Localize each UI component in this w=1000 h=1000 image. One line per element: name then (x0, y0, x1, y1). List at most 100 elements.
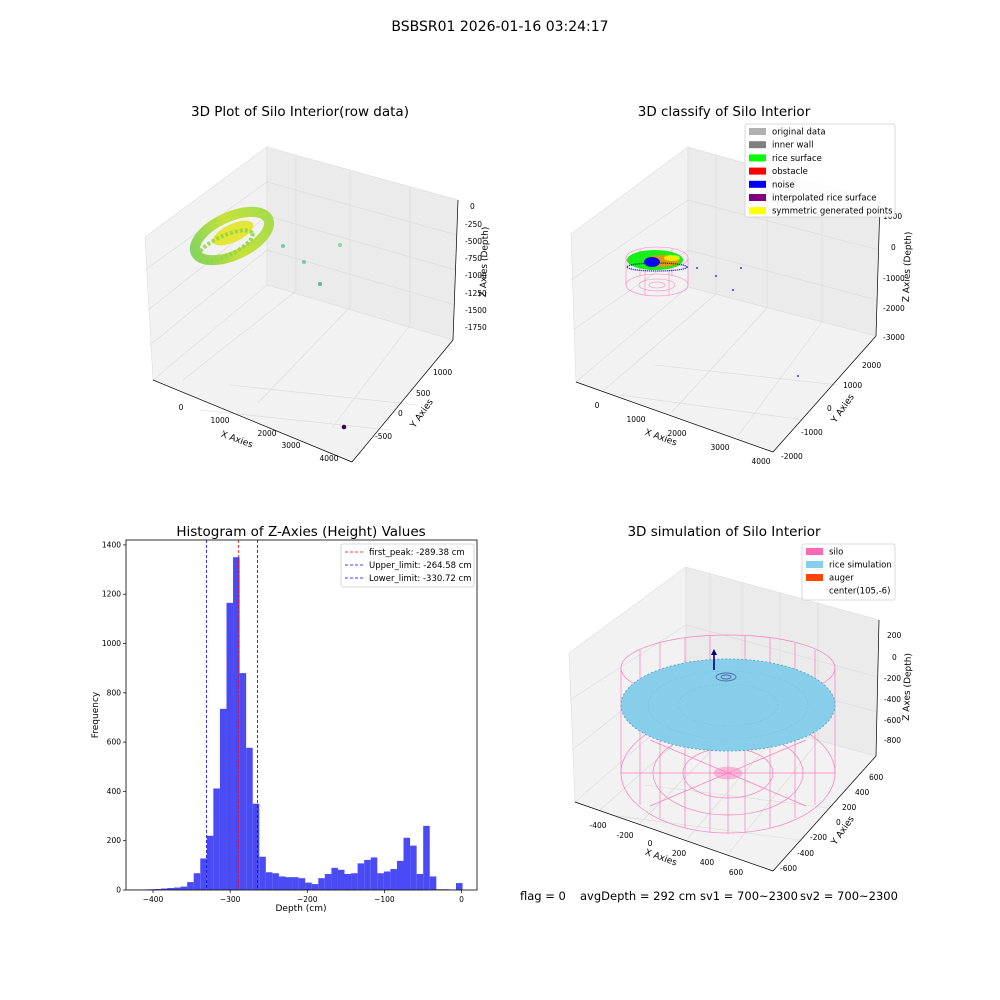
histogram-y-tick-label: 1400 (102, 540, 121, 549)
classify-legend-swatch (749, 154, 766, 162)
histogram-bar (311, 884, 319, 890)
histogram-bar (331, 867, 338, 890)
histogram-y-tick-label: 0 (116, 886, 121, 895)
sim-z-ticks: 200 0 -200 -400 -600 -800 (884, 631, 902, 745)
raw-y-tick: 500 (416, 389, 431, 398)
classify-x-tick: 0 (595, 401, 600, 410)
histogram-y-ticks: 0 200 400 600 800 1000 1200 1400 (102, 540, 126, 895)
classify-legend-swatch (749, 180, 766, 188)
histogram-bar (305, 882, 312, 890)
histogram-bar (351, 873, 358, 890)
classify-y-tick: 1000 (843, 381, 862, 390)
histogram-bar (390, 869, 397, 890)
histogram-bar (187, 882, 194, 890)
raw-z-tick: -1750 (465, 323, 487, 332)
classify-legend-swatch (749, 128, 766, 135)
classify-x-tick: 4000 (751, 457, 770, 466)
raw-x-tick: 2000 (257, 429, 276, 438)
raw-z-tick: -750 (465, 254, 482, 263)
sim-y-tick: 200 (842, 803, 857, 812)
footer-flag: flag = 0 (520, 889, 566, 903)
histogram-y-label: Frequency (91, 691, 101, 738)
classify-legend-swatch (749, 207, 766, 215)
histogram-frame (125, 539, 478, 891)
histogram-bar (364, 859, 371, 890)
histogram-bar (219, 708, 227, 890)
histogram-title: Histogram of Z-Axies (Height) Values (176, 524, 425, 540)
histogram-legend: first_peak: -289.38 cm Upper_limit: -264.… (340, 543, 475, 588)
histogram-y-tick-label: 600 (107, 738, 122, 747)
sim-y-tick: -400 (797, 849, 814, 858)
histogram-bar (455, 883, 463, 890)
histogram-bar (292, 877, 299, 890)
raw-z-tick: -1500 (465, 306, 487, 315)
sim-x-tick: 600 (729, 868, 744, 877)
histogram-bar (344, 873, 352, 890)
classify-y-tick: 0 (827, 404, 832, 413)
classify-x-ticks: 0 1000 2000 3000 4000 (595, 401, 771, 466)
histogram-x-tick-label: 0 (459, 895, 464, 904)
classify-rice-surface (626, 250, 688, 272)
raw-z-tick: -500 (465, 237, 482, 246)
histogram-bar (423, 825, 430, 890)
raw-y-ticks: -500 0 500 1000 (375, 368, 452, 441)
sim-z-tick: 200 (887, 631, 902, 640)
histogram-bar (285, 877, 293, 890)
histogram-bar (272, 873, 279, 890)
histogram-y-tick-label: 400 (107, 787, 122, 796)
histogram-x-tick-label: −100 (374, 895, 395, 904)
sim-y-label: Y Axies (829, 814, 857, 847)
classify-legend-swatch (749, 167, 766, 175)
simulation-legend-label: auger (829, 574, 854, 584)
classify-z-tick: -2000 (883, 304, 905, 313)
sim-z-tick: -200 (884, 674, 901, 683)
histogram-y-tick-label: 800 (107, 688, 122, 697)
classify-x-tick: 3000 (710, 443, 729, 452)
classify-legend-label: noise (772, 180, 795, 190)
histogram-bar (160, 888, 168, 890)
histogram-bar (337, 869, 345, 890)
raw-z-label: Z Axies (Depth) (479, 227, 491, 298)
histogram-bar (154, 889, 161, 890)
classify-x-tick: 1000 (626, 415, 645, 424)
raw-z-tick: -1000 (465, 271, 487, 280)
classify-y-label: Y Axies (829, 392, 857, 425)
histogram-threshold-lines (206, 540, 258, 890)
histogram-bar (383, 871, 391, 890)
sim-y-tick: -600 (780, 864, 797, 873)
classify-legend-label: rice surface (772, 154, 822, 164)
classify-legend-label: original data (772, 128, 826, 138)
histogram-bar (357, 863, 365, 890)
sim-x-tick: 400 (700, 858, 715, 867)
histogram-legend-label: first_peak: -289.38 cm (369, 548, 465, 558)
panel-classify-title: 3D classify of Silo Interior (638, 104, 811, 120)
raw-y-tick: 0 (398, 409, 403, 418)
histogram-bar (265, 872, 273, 890)
sim-x-tick: 0 (648, 839, 653, 848)
sim-rice-surface (620, 658, 836, 752)
raw-x-label: X Axies (219, 430, 254, 451)
histogram-bar (174, 887, 181, 890)
histogram-bar (180, 886, 188, 890)
histogram-plot-area (126, 540, 477, 890)
raw-x-tick: 4000 (319, 454, 338, 463)
raw-x-tick: 0 (179, 403, 184, 412)
sim-y-tick: 400 (855, 788, 870, 797)
classify-noise-points (696, 267, 799, 377)
sim-y-tick: -200 (810, 833, 827, 842)
classify-z-tick: -3000 (883, 333, 905, 342)
classify-legend: original data inner wall rice surface obsta… (744, 123, 896, 218)
raw-z-tick: -1250 (465, 289, 487, 298)
classify-legend-label: interpolated rice surface (772, 194, 877, 204)
sim-z-tick: -600 (884, 716, 901, 725)
raw-z-tick: 0 (470, 202, 475, 211)
histogram-bar (396, 860, 404, 890)
classify-y-tick: -2000 (781, 452, 803, 461)
sim-z-tick: -800 (884, 736, 901, 745)
sim-auger (711, 649, 737, 682)
histogram-legend-label: Upper_limit: -264.58 cm (369, 561, 472, 571)
histogram-bar (298, 878, 306, 890)
simulation-legend: silo rice simulation auger center(105,-6) (801, 543, 896, 601)
figure-suptitle: BSBSR01 2026-01-16 03:24:17 (391, 19, 608, 35)
histogram-bar (403, 837, 411, 890)
